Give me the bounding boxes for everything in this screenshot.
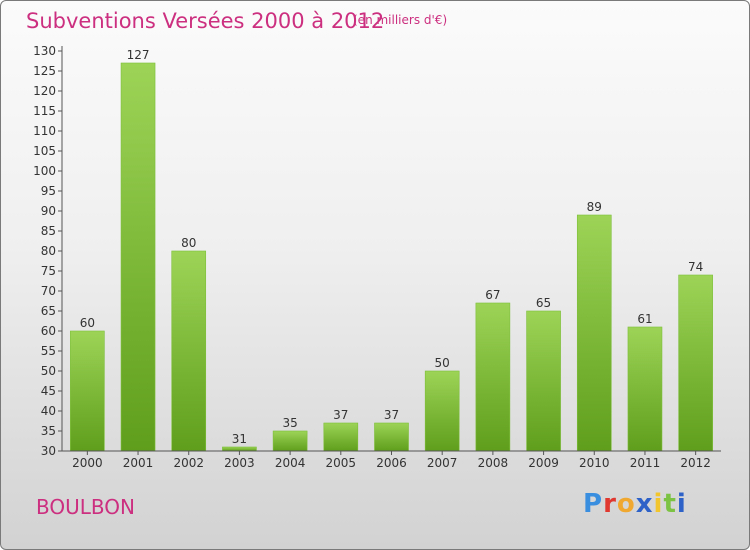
x-tick-label-2003: 2003 (224, 456, 255, 470)
bar-2011 (627, 326, 663, 452)
y-tick-label: 120 (33, 84, 56, 98)
y-tick-label: 60 (41, 324, 56, 338)
y-axis: 30 35 40 45 50 55 60 65 70 75 80 85 90 95 100 105 110 115… (33, 44, 63, 458)
bar-value-label-2008: 67 (485, 288, 500, 302)
y-tick-label: 110 (33, 124, 56, 138)
bar-2002 (171, 250, 207, 452)
x-tick-label-2004: 2004 (275, 456, 306, 470)
bar-value-label-2012: 74 (688, 260, 703, 274)
bar-2004 (272, 430, 308, 452)
x-tick-label-2002: 2002 (173, 456, 204, 470)
bar-value-label-2006: 37 (384, 408, 399, 422)
bar-2010 (576, 214, 612, 452)
bar-value-label-2011: 61 (637, 312, 652, 326)
bars: 60 127 80 31 35 37 37 50 67 65 89 61 74 (70, 48, 713, 452)
bar-value-label-2009: 65 (536, 296, 551, 310)
y-tick-label: 35 (41, 424, 56, 438)
bar-2000 (70, 330, 105, 452)
y-tick-label: 85 (41, 224, 56, 238)
bar-value-label-2010: 89 (587, 200, 602, 214)
bar-2009 (526, 310, 561, 452)
bar-value-label-2001: 127 (127, 48, 150, 62)
bar-value-label-2007: 50 (435, 356, 450, 370)
y-tick-label: 65 (41, 304, 56, 318)
x-tick-label-2007: 2007 (427, 456, 458, 470)
y-tick-label: 115 (33, 104, 56, 118)
bar-2005 (323, 422, 359, 452)
y-tick-label: 40 (41, 404, 56, 418)
x-tick-label-2009: 2009 (528, 456, 559, 470)
y-tick-label: 75 (41, 264, 56, 278)
x-tick-label-2001: 2001 (123, 456, 154, 470)
y-tick-label: 70 (41, 284, 56, 298)
bar-2012 (678, 274, 713, 452)
y-tick-label: 130 (33, 44, 56, 58)
y-tick-label: 30 (41, 444, 56, 458)
bar-value-label-2003: 31 (232, 432, 247, 446)
y-tick-label: 105 (33, 144, 56, 158)
x-tick-label-2006: 2006 (376, 456, 407, 470)
bar-2007 (424, 370, 460, 452)
bar-2008 (475, 302, 511, 452)
bar-2006 (374, 422, 409, 452)
y-tick-label: 50 (41, 364, 56, 378)
bar-value-label-2002: 80 (181, 236, 196, 250)
x-axis: 2000 2001 2002 2003 2004 2005 2006 2007 2008 2009… (62, 450, 721, 470)
y-tick-label: 55 (41, 344, 56, 358)
y-tick-label: 100 (33, 164, 56, 178)
proxiti-logo: Proxiti (583, 489, 687, 519)
x-tick-label-2008: 2008 (478, 456, 509, 470)
bar-2003 (222, 446, 257, 452)
x-tick-label-2012: 2012 (680, 456, 711, 470)
y-tick-label: 80 (41, 244, 56, 258)
y-tick-label: 125 (33, 64, 56, 78)
x-tick-label-2005: 2005 (326, 456, 357, 470)
x-tick-label-2000: 2000 (72, 456, 103, 470)
bar-value-label-2000: 60 (80, 316, 95, 330)
chart-subtitle: (en milliers d'€) (353, 13, 448, 27)
bar-value-label-2004: 35 (282, 416, 297, 430)
y-tick-label: 90 (41, 204, 56, 218)
x-tick-label-2010: 2010 (579, 456, 610, 470)
chart-title: Subventions Versées 2000 à 2012 (26, 9, 385, 33)
x-tick-label-2011: 2011 (630, 456, 661, 470)
bar-2001 (120, 62, 156, 452)
bar-value-label-2005: 37 (333, 408, 348, 422)
y-tick-label: 95 (41, 184, 56, 198)
y-tick-label: 45 (41, 384, 56, 398)
commune-name: BOULBON (36, 495, 135, 519)
